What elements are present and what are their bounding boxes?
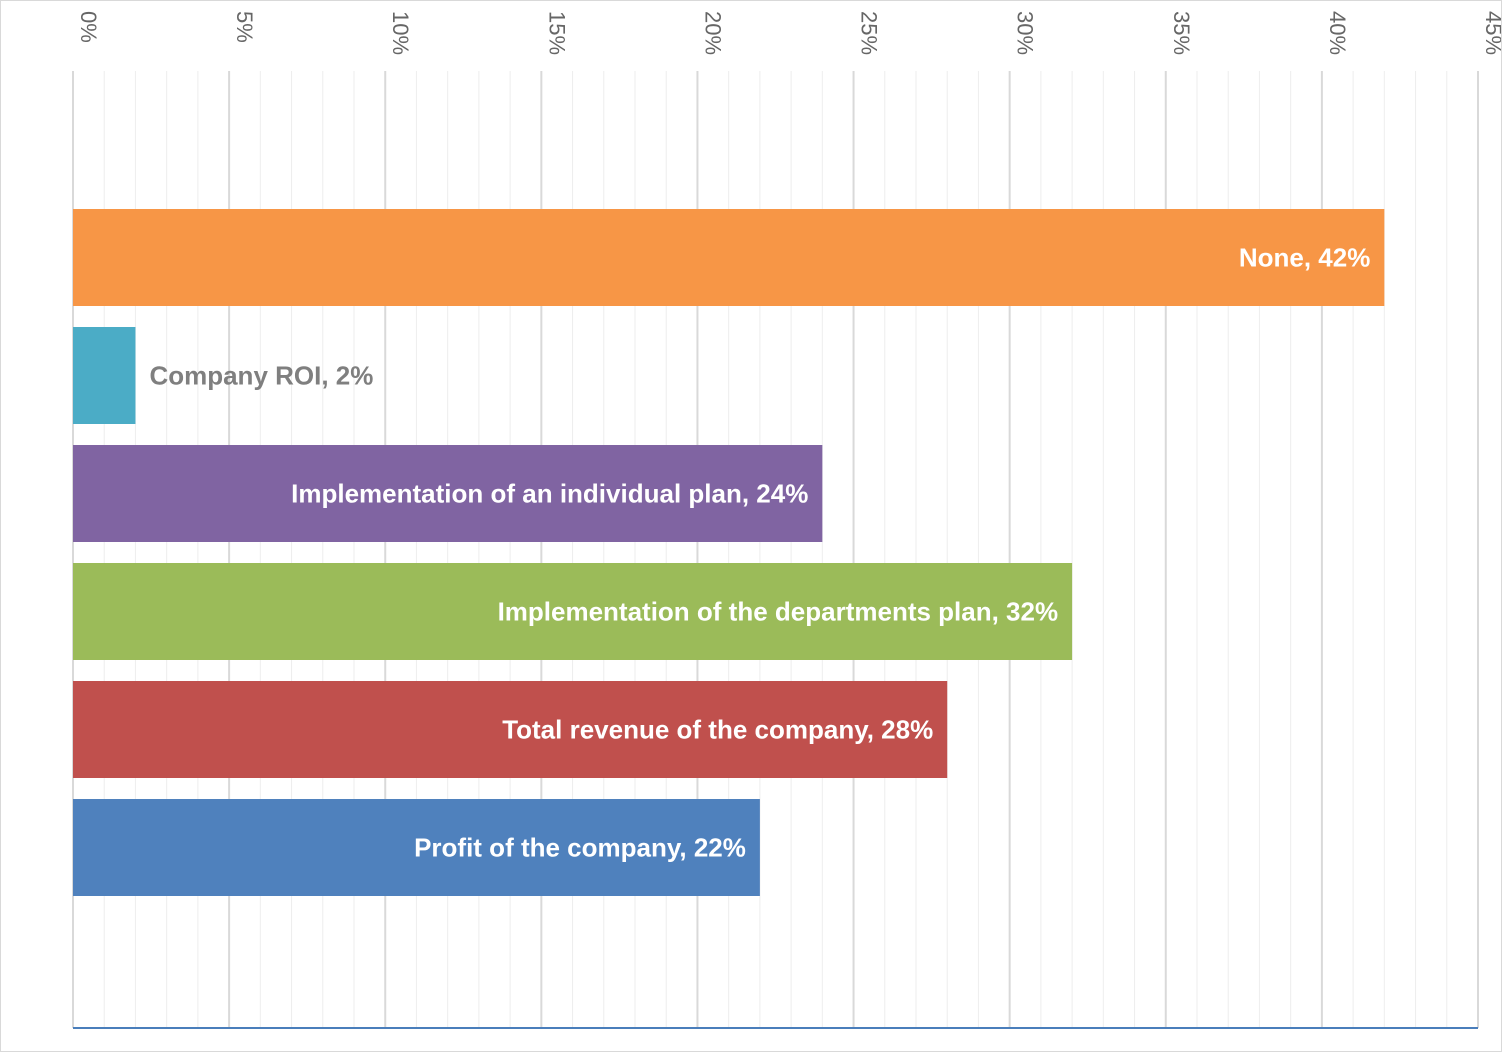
- bar: [73, 209, 1385, 306]
- x-tick-label: 35%: [1169, 11, 1194, 55]
- bar-data-labels: None, 42% Company ROI, 2% Implementation o…: [149, 243, 1370, 863]
- x-tick-label: 20%: [700, 11, 725, 55]
- bar: [73, 799, 760, 896]
- bar: [73, 327, 136, 424]
- bar-data-label: Implementation of an individual plan, 24…: [291, 479, 808, 509]
- x-tick-label: 10%: [388, 11, 413, 55]
- bars: [73, 209, 1385, 896]
- bar-data-label: Company ROI, 2%: [149, 361, 373, 391]
- x-tick-label: 0%: [76, 11, 101, 43]
- bar-data-label: Implementation of the departments plan, …: [498, 597, 1059, 627]
- x-tick-label: 5%: [232, 11, 257, 43]
- bar: [73, 445, 823, 542]
- bar: [73, 563, 1073, 660]
- bar-data-label: None, 42%: [1239, 243, 1371, 273]
- x-tick-label: 15%: [544, 11, 569, 55]
- bar: [73, 681, 948, 778]
- bar-data-label: Total revenue of the company, 28%: [502, 715, 933, 745]
- x-axis-tick-labels: 0% 5% 10% 15% 20% 25% 30% 35% 40% 45%: [76, 11, 1501, 55]
- x-tick-label: 25%: [857, 11, 882, 55]
- x-tick-label: 30%: [1013, 11, 1038, 55]
- x-tick-label: 45%: [1481, 11, 1501, 55]
- bar-data-label: Profit of the company, 22%: [414, 833, 746, 863]
- x-tick-label: 40%: [1325, 11, 1350, 55]
